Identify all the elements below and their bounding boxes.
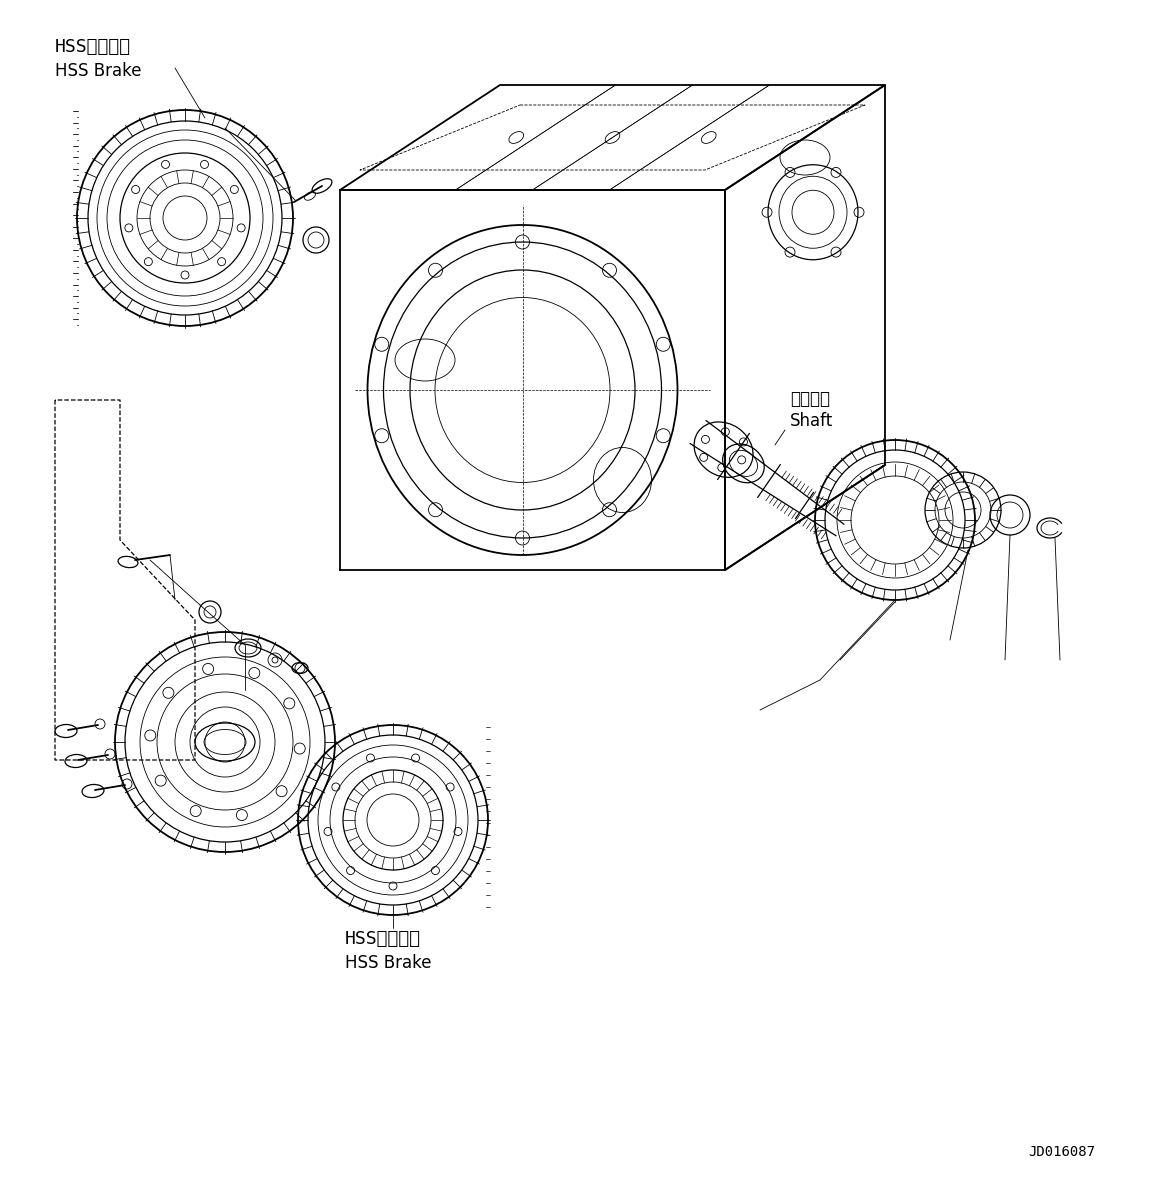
- Text: JD016087: JD016087: [1028, 1146, 1096, 1159]
- Text: HSSブレーキ: HSSブレーキ: [345, 930, 421, 948]
- Text: Shaft: Shaft: [790, 412, 833, 430]
- Text: HSS Brake: HSS Brake: [345, 954, 431, 972]
- Text: HSSブレーキ: HSSブレーキ: [55, 38, 131, 56]
- Text: HSS Brake: HSS Brake: [55, 62, 142, 80]
- Text: シャフト: シャフト: [790, 390, 830, 408]
